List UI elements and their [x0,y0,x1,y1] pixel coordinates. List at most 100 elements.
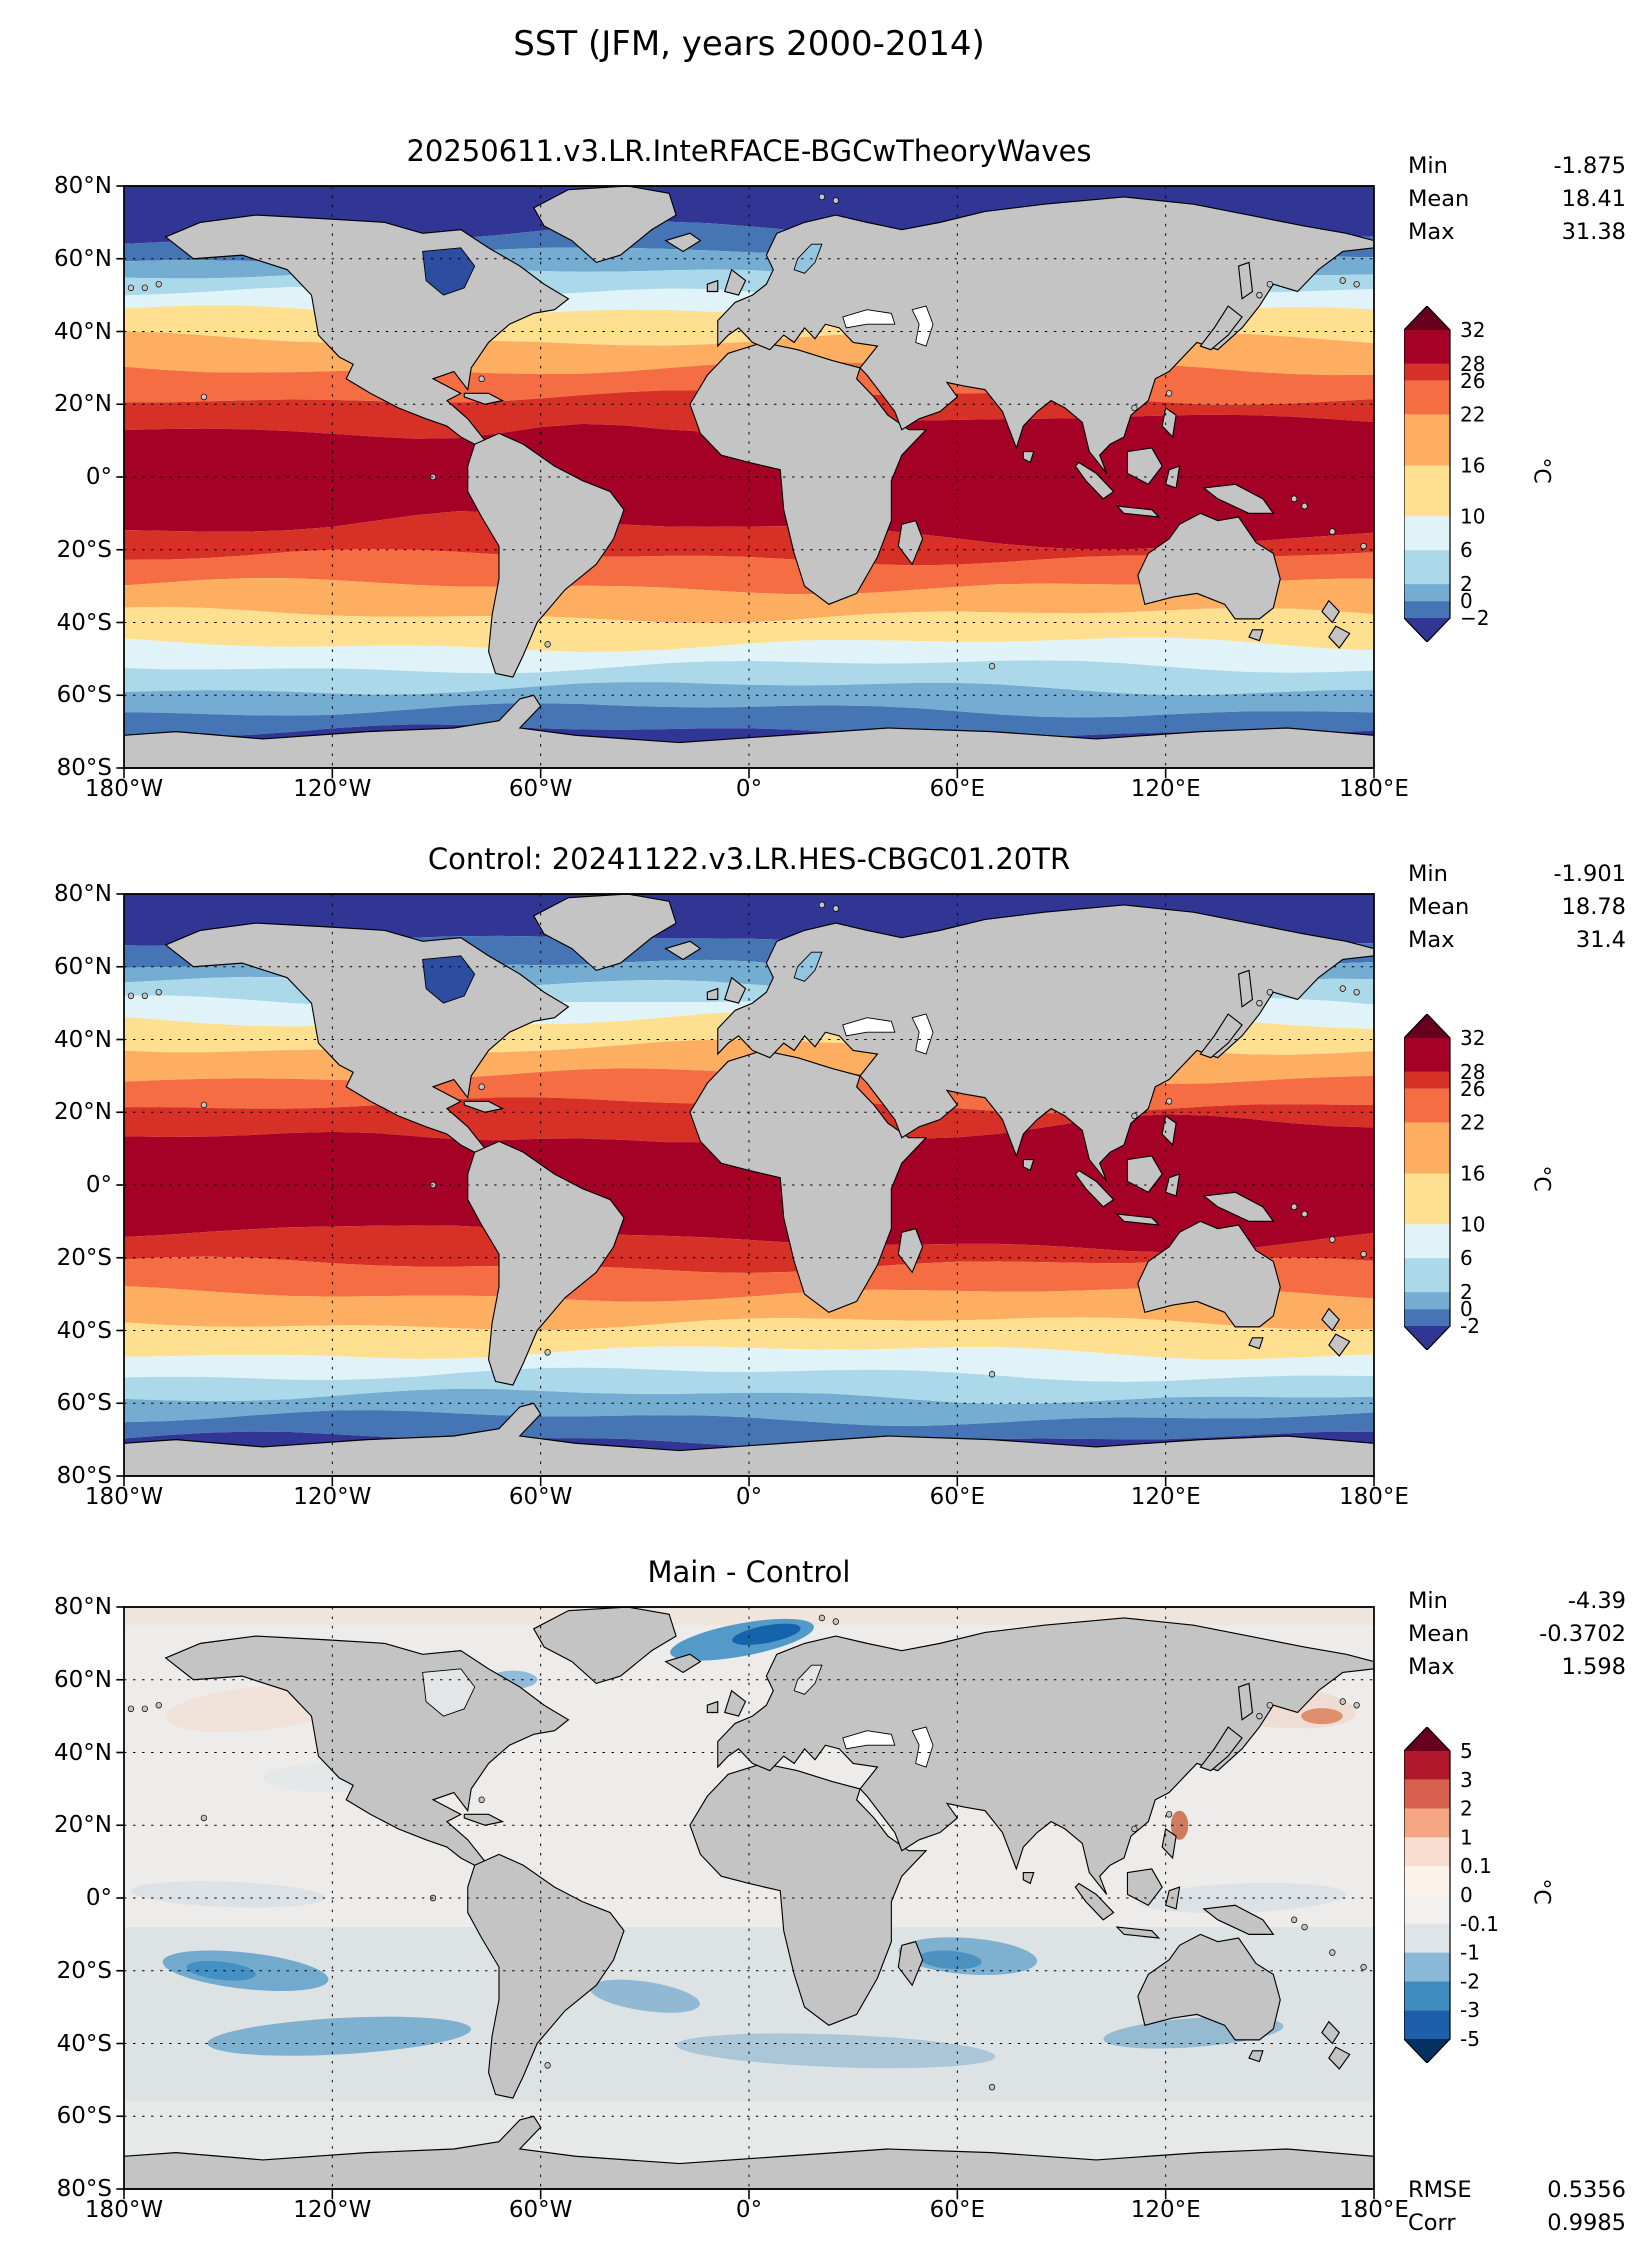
svg-text:6: 6 [1460,1246,1473,1270]
stat-value: -4.39 [1567,1588,1626,1614]
stat-row: Min -4.39 [1408,1585,1626,1618]
svg-text:22: 22 [1460,1111,1485,1135]
lat-tick-label: 20°S [56,536,112,563]
svg-text:32: 32 [1460,1026,1485,1050]
colorbar-unit-label: °C [1528,457,1554,484]
stat-value: -0.3702 [1539,1621,1626,1647]
lat-tick-label: 20°N [54,1812,112,1839]
lon-tick-label: 0° [735,776,763,802]
stat-label: Max [1408,927,1455,953]
lat-tick-label: 40°S [56,1317,112,1344]
svg-text:6: 6 [1460,538,1473,562]
lat-tick-label: 80°N [54,1594,112,1620]
lat-tick-label: 60°S [56,1390,112,1417]
stat-row: Max 1.598 [1408,1651,1626,1684]
svg-text:0: 0 [1460,1297,1473,1321]
latitude-axis: 80°N 60°N 40°N 20°N 0° 20°S 40°S 60°S 80°S [0,881,112,1489]
lon-tick-label: 60°E [929,2197,985,2223]
colorbar-unit-label: °C [1528,1165,1554,1192]
stats-block: Min -1.901 Mean 18.78 Max 31.4 [1408,858,1626,957]
panel-title: Control: 20241122.v3.LR.HES-CBGC01.20TR [427,842,1071,876]
lat-tick-label: 40°S [56,2030,112,2057]
colorbar-unit-label: °C [1528,1878,1554,1905]
stat-label: Mean [1408,186,1470,212]
lon-tick-label: 120°W [293,2197,372,2223]
lon-tick-label: 0° [735,2197,763,2223]
lon-tick-label: 180°E [1339,2197,1409,2223]
stat-row: Mean -0.3702 [1408,1618,1626,1651]
lat-tick-label: 60°N [54,1666,112,1693]
stat-row: Mean 18.41 [1408,183,1626,216]
stat-value: 31.4 [1575,927,1626,953]
lat-tick-label: 80°S [56,755,112,781]
lat-tick-label: 80°S [56,2176,112,2202]
lon-tick-label: 120°W [293,776,372,802]
panel-title: 20250611.v3.LR.InteRFACE-BGCwTheoryWaves [406,134,1092,168]
figure-title: SST (JFM, years 2000-2014) [513,24,985,64]
svg-text:28: 28 [1460,1060,1485,1084]
stat-row: Min -1.901 [1408,858,1626,891]
lon-tick-label: 180°E [1339,1484,1409,1510]
stat-row: Corr 0.9985 [1408,2207,1626,2240]
lat-tick-label: 0° [85,464,112,490]
latitude-axis: 80°N 60°N 40°N 20°N 0° 20°S 40°S 60°S 80°S [0,173,112,781]
stat-value: 1.598 [1561,1654,1626,1680]
sst-map-control [116,893,1375,1487]
panel-control: Control: 20241122.v3.LR.HES-CBGC01.20TR … [0,836,1651,1596]
svg-text:28: 28 [1460,352,1485,376]
svg-text:16: 16 [1460,454,1485,478]
error-stats-block: RMSE 0.5356 Corr 0.9985 [1408,2174,1626,2240]
lon-tick-label: 120°W [293,1484,372,1510]
stat-row: Mean 18.78 [1408,891,1626,924]
panel-diff: Main - Control 80°N 60°N 40°N 20°N 0° 20°S 40°… [0,1549,1651,2265]
svg-text:10: 10 [1460,504,1485,528]
svg-text:2: 2 [1460,572,1473,596]
stat-label: Max [1408,219,1455,245]
svg-text:5: 5 [1460,1739,1473,1763]
stat-label: Corr [1408,2210,1456,2236]
lat-tick-label: 60°S [56,682,112,709]
lat-tick-label: 20°N [54,391,112,418]
svg-text:32: 32 [1460,318,1485,342]
lat-tick-label: 0° [85,1885,112,1911]
stats-block: Min -1.875 Mean 18.41 Max 31.38 [1408,150,1626,249]
stat-value: 0.5356 [1547,2177,1626,2203]
stat-value: 0.9985 [1547,2210,1626,2236]
lat-tick-label: 80°N [54,173,112,199]
sst-diff-map [116,1606,1375,2200]
stat-value: 18.41 [1561,186,1626,212]
panel-main: 20250611.v3.LR.InteRFACE-BGCwTheoryWaves… [0,128,1651,888]
lon-tick-label: 120°E [1130,776,1201,802]
stat-label: Mean [1408,894,1470,920]
svg-text:2: 2 [1460,1797,1473,1821]
svg-text:16: 16 [1460,1162,1485,1186]
panel-title: Main - Control [647,1555,851,1589]
lat-tick-label: 20°S [56,1244,112,1271]
stat-value: -1.875 [1553,153,1626,179]
svg-text:10: 10 [1460,1212,1485,1236]
stat-label: Min [1408,153,1448,179]
svg-text:-0.1: -0.1 [1460,1912,1499,1936]
svg-text:3: 3 [1460,1768,1473,1792]
lon-tick-label: 120°E [1130,2197,1201,2223]
stat-row: Max 31.4 [1408,924,1626,957]
stat-label: Min [1408,861,1448,887]
svg-text:-3: -3 [1460,1998,1480,2022]
lat-tick-label: 40°N [54,1026,112,1053]
lat-tick-label: 80°S [56,1463,112,1489]
lat-tick-label: 20°S [56,1957,112,1984]
svg-text:−2: −2 [1460,606,1489,630]
lon-tick-label: 60°W [508,2197,573,2223]
latitude-axis: 80°N 60°N 40°N 20°N 0° 20°S 40°S 60°S 80°S [0,1594,112,2202]
lat-tick-label: 40°N [54,318,112,345]
diff-colorbar: 5 3 2 1 0.1 0 -0.1 -1 -2 -3 -5 [1404,1727,1499,2063]
svg-text:-2: -2 [1460,1969,1480,1993]
lon-tick-label: 60°W [508,1484,573,1510]
lon-tick-label: 0° [735,1484,763,1510]
svg-text:2: 2 [1460,1280,1473,1304]
svg-text:0: 0 [1460,1883,1473,1907]
lon-tick-label: 180°W [84,1484,164,1510]
stat-label: Max [1408,1654,1455,1680]
stat-row: Max 31.38 [1408,216,1626,249]
